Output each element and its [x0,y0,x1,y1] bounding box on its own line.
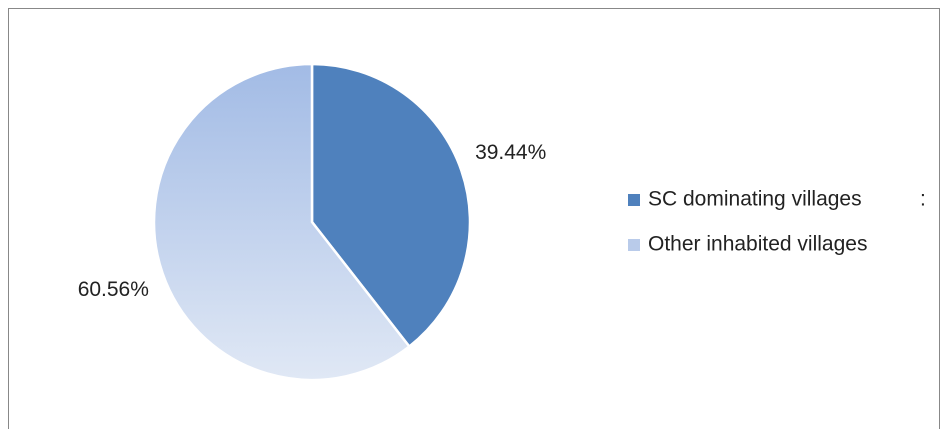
pie-slice [310,62,472,349]
pie-slice [152,62,412,382]
data-label: 60.56% [78,278,149,301]
legend-swatch [628,194,640,206]
legend-swatch [628,239,640,251]
data-label: 39.44% [475,141,546,164]
chart-border [8,8,940,429]
legend-label: Other inhabited villages [648,233,867,256]
legend-label: SC dominating villages : [648,188,926,211]
